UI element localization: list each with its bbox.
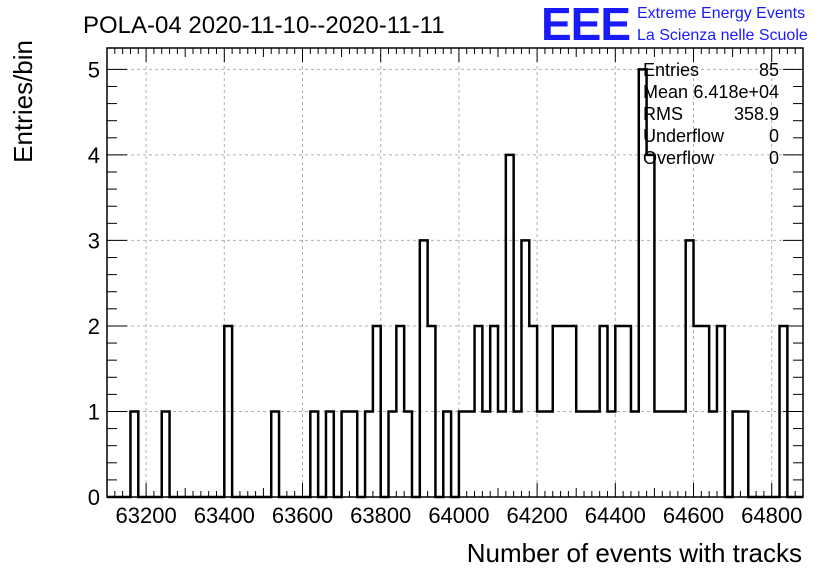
x-tick-label: 63600 bbox=[272, 503, 333, 528]
y-tick-label: 3 bbox=[88, 228, 100, 253]
histogram-bin bbox=[529, 326, 537, 497]
logo-mark: EEE bbox=[541, 0, 630, 50]
histogram-bin bbox=[506, 155, 514, 497]
histogram-bin bbox=[396, 326, 404, 497]
stats-value: 358.9 bbox=[734, 104, 779, 124]
x-tick-label: 63400 bbox=[194, 503, 255, 528]
histogram-bin bbox=[310, 411, 318, 497]
histogram-bin bbox=[592, 411, 600, 497]
histogram-bin bbox=[631, 411, 639, 497]
chart-title: POLA-04 2020-11-10--2020-11-11 bbox=[83, 12, 445, 39]
histogram-bin bbox=[443, 411, 451, 497]
x-tick-label: 64400 bbox=[585, 503, 646, 528]
histogram-bin bbox=[475, 326, 483, 497]
histogram-bin bbox=[404, 411, 412, 497]
plot-frame bbox=[106, 47, 804, 498]
histogram-bin bbox=[662, 411, 670, 497]
stats-label: Entries bbox=[643, 60, 699, 80]
histogram-bin bbox=[482, 411, 490, 497]
x-axis-label: Number of events with tracks bbox=[467, 538, 802, 568]
histogram-bin bbox=[709, 411, 717, 497]
y-tick-label: 4 bbox=[88, 143, 100, 168]
grid-lines bbox=[107, 48, 803, 497]
stats-label: RMS bbox=[643, 104, 683, 124]
histogram-bin bbox=[162, 411, 170, 497]
histogram-bin bbox=[420, 240, 428, 497]
histogram-bin bbox=[514, 411, 522, 497]
logo: EEE Extreme Energy Events La Scienza nel… bbox=[541, 0, 808, 50]
histogram-bin bbox=[740, 411, 748, 497]
y-tick-label: 0 bbox=[88, 485, 100, 510]
x-tick-label: 64200 bbox=[507, 503, 568, 528]
stats-value: 6.418e+04 bbox=[693, 82, 779, 102]
logo-line1: Extreme Energy Events bbox=[637, 5, 805, 22]
stats-value: 85 bbox=[759, 60, 779, 80]
x-tick-label: 64600 bbox=[663, 503, 724, 528]
stats-label: Overflow bbox=[643, 148, 715, 168]
histogram-bin bbox=[561, 326, 569, 497]
histogram-bin bbox=[701, 326, 709, 497]
histogram-bin bbox=[733, 411, 741, 497]
stats-label: Underflow bbox=[643, 126, 725, 146]
histogram-bin bbox=[365, 411, 373, 497]
y-axis-label: Entries/bin bbox=[8, 40, 38, 163]
histogram-bin bbox=[521, 240, 529, 497]
histogram-bin bbox=[428, 326, 436, 497]
histogram-bin bbox=[490, 326, 498, 497]
histogram-bin bbox=[654, 411, 662, 497]
histogram-bin bbox=[553, 326, 561, 497]
x-tick-label: 63200 bbox=[116, 503, 177, 528]
histogram-bin bbox=[498, 411, 506, 497]
histogram-bin bbox=[647, 155, 655, 497]
y-tick-label: 5 bbox=[88, 57, 100, 82]
histogram-bin bbox=[686, 240, 694, 497]
stats-value: 0 bbox=[769, 148, 779, 168]
x-tick-label: 64800 bbox=[741, 503, 802, 528]
histogram-bin bbox=[349, 411, 357, 497]
histogram-bin bbox=[576, 411, 584, 497]
stats-box: Entries 85 Mean 6.418e+04 RMS 358.9 Underflow 0… bbox=[643, 60, 779, 168]
histogram-bin bbox=[537, 411, 545, 497]
histogram-bin bbox=[568, 326, 576, 497]
histogram-bin bbox=[224, 326, 232, 497]
histogram-bin bbox=[373, 326, 381, 497]
histogram-line bbox=[107, 68, 803, 499]
histogram-bin bbox=[342, 411, 350, 497]
stats-value: 0 bbox=[769, 126, 779, 146]
histogram-bin bbox=[459, 411, 467, 497]
histogram-bin bbox=[717, 326, 725, 497]
histogram-bin bbox=[670, 411, 678, 497]
histogram-bin bbox=[271, 411, 279, 497]
logo-line2: La Scienza nelle Scuole bbox=[637, 27, 808, 44]
histogram-bin bbox=[584, 411, 592, 497]
stats-label: Mean bbox=[643, 82, 688, 102]
histogram-bin bbox=[545, 411, 553, 497]
x-tick-label: 64000 bbox=[428, 503, 489, 528]
x-tick-label: 63800 bbox=[350, 503, 411, 528]
y-tick-label: 2 bbox=[88, 314, 100, 339]
histogram-bin bbox=[678, 411, 686, 497]
histogram-bin bbox=[694, 326, 702, 497]
histogram-bin bbox=[607, 411, 615, 497]
histogram-bin bbox=[467, 411, 475, 497]
histogram-bin bbox=[389, 411, 397, 497]
axis-ticks: 63200 63400 63600 63800 64000 64200 64400 64600… bbox=[88, 48, 804, 528]
histogram-bin bbox=[130, 411, 138, 497]
histogram-bin bbox=[326, 411, 334, 497]
histogram-bin bbox=[615, 326, 623, 497]
histogram-bin bbox=[623, 326, 631, 497]
y-tick-label: 1 bbox=[88, 399, 100, 424]
histogram-bin bbox=[600, 326, 608, 497]
